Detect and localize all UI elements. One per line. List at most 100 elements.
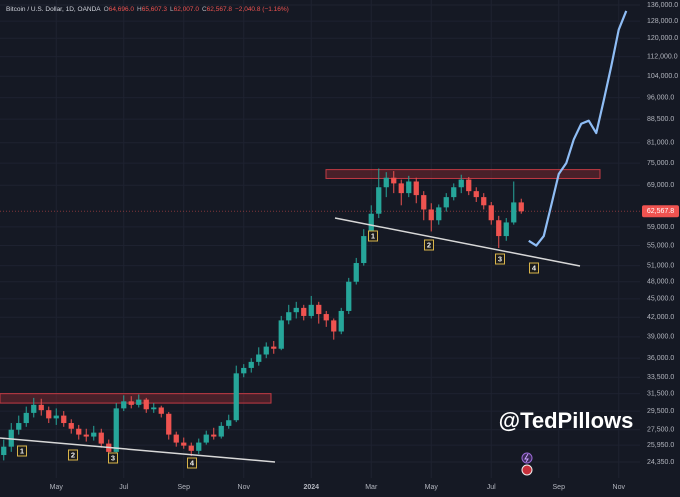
y-tick-label: 27,500.0	[647, 427, 674, 434]
header-part: 62,007.0	[174, 6, 200, 13]
trendline	[0, 437, 276, 463]
candle-body	[331, 320, 337, 332]
candle-body	[83, 434, 89, 437]
candle-body	[31, 404, 37, 413]
x-tick-label: Sep	[553, 484, 566, 491]
candle-body	[481, 197, 487, 206]
header-part: 64,696.0	[109, 6, 135, 13]
marker-box	[108, 452, 118, 464]
projection-line	[528, 10, 628, 247]
candle-body	[413, 181, 419, 196]
y-tick-label: 112,000.0	[647, 53, 678, 60]
candle-body	[113, 408, 119, 452]
candle-body	[391, 177, 397, 184]
marker-label: 2	[71, 450, 75, 459]
y-tick-label: 24,350.0	[647, 459, 674, 466]
candle-body	[301, 307, 307, 316]
candle-body	[53, 415, 59, 419]
y-tick-label: 128,000.0	[647, 18, 678, 25]
candle-body	[466, 179, 472, 192]
event-icon[interactable]	[521, 464, 533, 476]
last-price-box	[642, 205, 679, 218]
candle-body	[158, 407, 164, 414]
candle-body	[346, 281, 352, 311]
candle-body	[256, 354, 262, 362]
y-tick-label: 104,000.0	[647, 73, 678, 80]
x-tick-label: Mar	[365, 484, 378, 491]
candle-body	[98, 432, 104, 444]
zones	[0, 169, 640, 404]
header-part: L	[170, 6, 174, 13]
marker-label: 4	[190, 458, 195, 467]
y-tick-label: 88,500.0	[647, 116, 674, 123]
candle-body	[496, 220, 502, 237]
y-tick-label: 42,000.0	[647, 314, 674, 321]
marker-label: 3	[498, 254, 502, 263]
candle-body	[353, 263, 359, 282]
candle-body	[503, 222, 509, 237]
candle-body	[511, 202, 517, 223]
candle-body	[218, 425, 224, 437]
candle-body	[181, 442, 187, 446]
x-tick-label: Nov	[613, 484, 626, 491]
axis: 136,000.0128,000.0120,000.0112,000.0104,…	[50, 2, 679, 491]
y-tick-label: 25,950.0	[647, 442, 674, 449]
marker-box	[368, 230, 378, 242]
x-tick-label: Jul	[487, 484, 496, 491]
candle-body	[406, 181, 412, 194]
candle-body	[398, 183, 404, 194]
y-tick-label: 69,000.0	[647, 182, 674, 189]
candle-body	[16, 423, 22, 430]
candle-body	[76, 428, 82, 435]
candle-body	[278, 320, 284, 349]
x-tick-label: May	[50, 484, 64, 491]
last-price-label: 62,567.8	[647, 208, 674, 215]
candle-body	[46, 410, 52, 419]
header-part: C	[202, 6, 207, 13]
candle-body	[271, 346, 277, 349]
candle-body	[488, 205, 494, 221]
candle-body	[308, 304, 314, 316]
candle-body	[436, 207, 442, 221]
candle-body	[226, 420, 232, 426]
event-icon[interactable]	[521, 452, 533, 464]
y-tick-label: 75,000.0	[647, 160, 674, 167]
x-tick-label: 2024	[303, 484, 319, 491]
y-tick-label: 51,000.0	[647, 262, 674, 269]
header-part: O	[104, 6, 109, 13]
candle-body	[473, 191, 479, 198]
candle-body	[421, 195, 427, 210]
x-tick-label: Sep	[178, 484, 191, 491]
x-tick-label: May	[425, 484, 439, 491]
candle-body	[323, 314, 329, 321]
candle-body	[38, 404, 44, 411]
marker-box	[17, 445, 27, 457]
y-tick-label: 120,000.0	[647, 35, 678, 42]
header-part: 65,607.3	[142, 6, 168, 13]
candle-body	[121, 401, 127, 409]
candle-body	[361, 236, 367, 264]
marker-label: 1	[20, 446, 24, 455]
candle-body	[338, 310, 344, 332]
candle-body	[263, 346, 269, 355]
candle-body	[203, 434, 209, 443]
header-part: 62,567.8	[207, 6, 233, 13]
zone	[325, 169, 601, 179]
candle-body	[458, 179, 464, 188]
y-tick-label: 33,500.0	[647, 374, 674, 381]
candle-body	[443, 197, 449, 208]
marker-label: 1	[371, 231, 375, 240]
candle-body	[196, 442, 202, 451]
candle-body	[136, 399, 142, 405]
candle-body	[8, 429, 14, 447]
candle-body	[91, 432, 97, 437]
candle-body	[143, 399, 149, 410]
candle-body	[293, 307, 299, 313]
marker-box	[529, 262, 539, 274]
zone	[0, 393, 272, 404]
y-tick-label: 39,000.0	[647, 334, 674, 341]
y-tick-label: 55,000.0	[647, 242, 674, 249]
candle-body	[128, 401, 134, 405]
